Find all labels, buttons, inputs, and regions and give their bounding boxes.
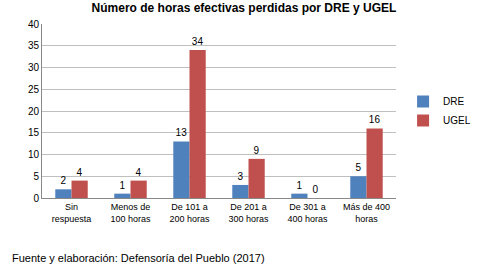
- svg-text:Número de horas efectivas perd: Número de horas efectivas perdidas por D…: [92, 1, 397, 15]
- svg-text:10: 10: [28, 149, 40, 160]
- svg-text:0: 0: [313, 184, 319, 195]
- svg-text:Más de 400horas: Más de 400horas: [343, 202, 390, 224]
- svg-text:0: 0: [33, 193, 39, 204]
- svg-text:30: 30: [28, 62, 40, 73]
- svg-text:Sinrespuesta: Sinrespuesta: [52, 202, 92, 224]
- svg-text:5: 5: [33, 171, 39, 182]
- svg-text:UGEL: UGEL: [443, 115, 471, 126]
- svg-text:15: 15: [28, 127, 40, 138]
- svg-text:20: 20: [28, 106, 40, 117]
- svg-text:4: 4: [77, 167, 83, 178]
- svg-text:De 101 a200 horas: De 101 a200 horas: [169, 202, 210, 224]
- svg-text:1: 1: [296, 180, 302, 191]
- svg-text:Fuente y elaboración: Defensor: Fuente y elaboración: Defensoría del Pue…: [12, 252, 265, 264]
- svg-text:25: 25: [28, 84, 40, 95]
- svg-text:Menos de100 horas: Menos de100 horas: [110, 202, 151, 224]
- svg-text:3: 3: [237, 171, 243, 182]
- svg-text:34: 34: [192, 36, 204, 47]
- svg-text:1: 1: [119, 180, 125, 191]
- svg-text:16: 16: [369, 114, 381, 125]
- svg-text:13: 13: [176, 127, 188, 138]
- svg-text:4: 4: [136, 167, 142, 178]
- svg-text:5: 5: [355, 162, 361, 173]
- svg-text:De 201 a300 horas: De 201 a300 horas: [228, 202, 269, 224]
- svg-text:De 301 a400 horas: De 301 a400 horas: [287, 202, 328, 224]
- svg-text:35: 35: [28, 40, 40, 51]
- svg-text:9: 9: [254, 145, 260, 156]
- svg-text:DRE: DRE: [443, 96, 464, 107]
- svg-text:2: 2: [60, 175, 66, 186]
- svg-text:40: 40: [28, 19, 40, 30]
